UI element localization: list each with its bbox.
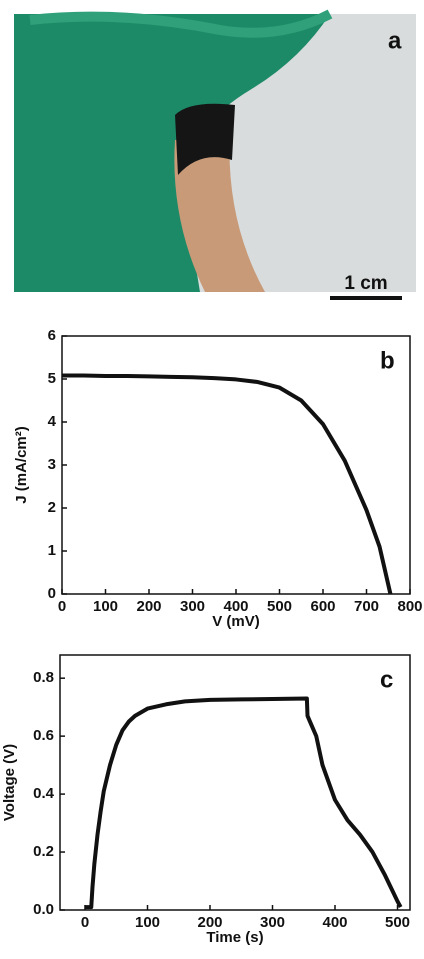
- x-tick-label: 200: [197, 914, 222, 931]
- x-axis-label: V (mV): [212, 613, 260, 630]
- device-dark: [175, 103, 235, 175]
- panel-label: c: [380, 666, 393, 693]
- x-tick-label: 500: [385, 914, 410, 931]
- y-tick-label: 0.8: [33, 669, 54, 686]
- x-tick-label: 500: [267, 598, 292, 615]
- x-tick-label: 400: [223, 598, 248, 615]
- glove: [14, 14, 330, 292]
- y-tick-label: 0.6: [33, 727, 54, 744]
- x-tick-label: 0: [58, 598, 66, 615]
- y-tick-label: 3: [48, 456, 56, 473]
- y-tick-label: 6: [48, 327, 56, 344]
- photo: 1 cm a: [14, 9, 416, 300]
- panel-label: b: [380, 347, 395, 374]
- x-tick-label: 300: [260, 914, 285, 931]
- x-axis-label: Time (s): [206, 929, 263, 946]
- data-line: [62, 373, 393, 595]
- y-tick-label: 1: [48, 542, 56, 559]
- glove-highlight: [29, 9, 333, 38]
- y-tick-label: 4: [48, 413, 57, 430]
- y-tick-label: 0: [48, 585, 56, 602]
- y-axis-label: J (mA/cm²): [13, 426, 30, 504]
- x-tick-label: 800: [397, 598, 422, 615]
- device: [174, 130, 265, 292]
- plot-frame: [59, 654, 411, 911]
- x-tick-label: 100: [93, 598, 118, 615]
- scale-bar-label: 1 cm: [344, 273, 387, 294]
- x-tick-label: 400: [322, 914, 347, 931]
- y-tick-label: 2: [48, 499, 56, 516]
- x-tick-label: 700: [354, 598, 379, 615]
- y-tick-label: 0.4: [33, 785, 55, 802]
- x-tick-label: 0: [81, 914, 89, 931]
- y-tick-label: 0.0: [33, 901, 54, 918]
- data-line: [85, 696, 403, 910]
- y-tick-label: 0.2: [33, 843, 54, 860]
- x-tick-label: 100: [135, 914, 160, 931]
- y-tick-label: 5: [48, 370, 56, 387]
- x-tick-label: 600: [310, 598, 335, 615]
- y-axis-label: Voltage (V): [1, 744, 18, 821]
- panel-label: a: [388, 27, 402, 54]
- x-tick-label: 300: [180, 598, 205, 615]
- x-tick-label: 200: [136, 598, 161, 615]
